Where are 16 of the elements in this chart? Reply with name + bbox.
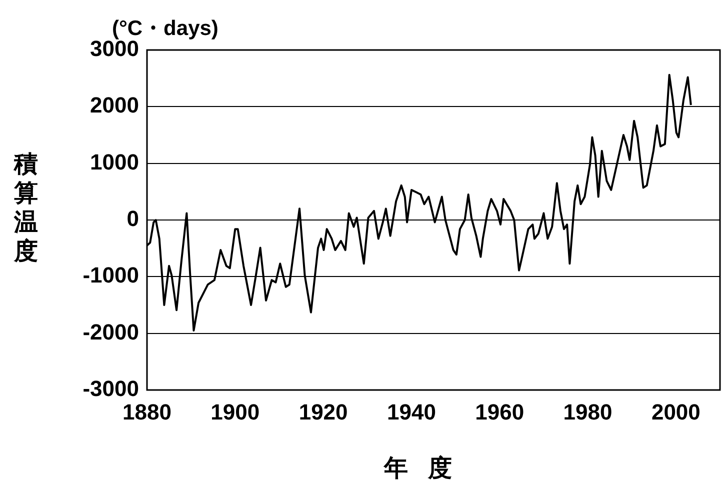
y-tick-label: 2000 [90,92,139,118]
x-tick-label: 1980 [563,399,612,424]
x-tick-label: 1880 [122,399,172,424]
y-tick-label: 1000 [90,149,139,174]
x-tick-label: 1940 [386,399,436,424]
y-tick-label: -1000 [82,262,139,288]
y-tick-label: -2000 [82,319,139,344]
x-tick-label: 2000 [651,399,700,424]
x-tick-label: 1920 [298,399,348,424]
x-axis-title: 年度 [384,454,472,484]
y-tick-label: -3000 [82,376,139,402]
x-tick-label: 1960 [475,399,524,424]
text: (°C・days) [112,16,218,40]
x-tick-label: 1900 [210,399,260,424]
y-axis-title: 積算温度 [12,150,39,266]
y-tick-label: 0 [126,206,139,232]
